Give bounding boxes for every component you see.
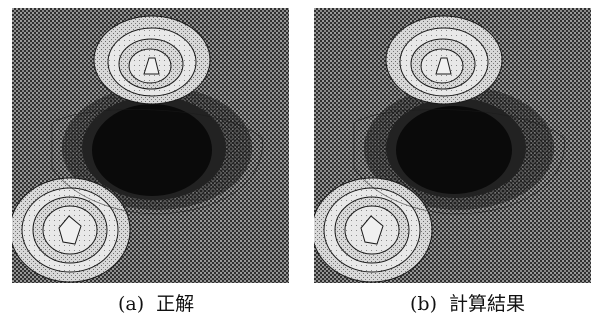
peak-bottom-left: [314, 177, 433, 283]
caption-a-text: 正解: [156, 293, 195, 315]
caption-a-tag: (a): [118, 293, 145, 315]
panel-b-computed-result: (b) 計算結果: [314, 8, 591, 315]
caption-b-text: 計算結果: [449, 293, 526, 315]
peak-top: [385, 15, 503, 105]
dark-depression: [364, 86, 554, 210]
outer-contour: [353, 109, 565, 215]
dark-depression: [62, 86, 252, 210]
caption-a: (a) 正解: [118, 290, 194, 318]
contour-plot-a: [12, 8, 289, 283]
contour-plot-b: [314, 8, 591, 283]
caption-b: (b) 計算結果: [410, 290, 525, 318]
caption-b-tag: (b): [410, 293, 437, 315]
peak-bottom-left: [12, 177, 131, 283]
panel-a-correct-solution: (a) 正解: [12, 8, 289, 315]
outer-contour: [51, 109, 263, 215]
peak-top: [93, 15, 211, 105]
